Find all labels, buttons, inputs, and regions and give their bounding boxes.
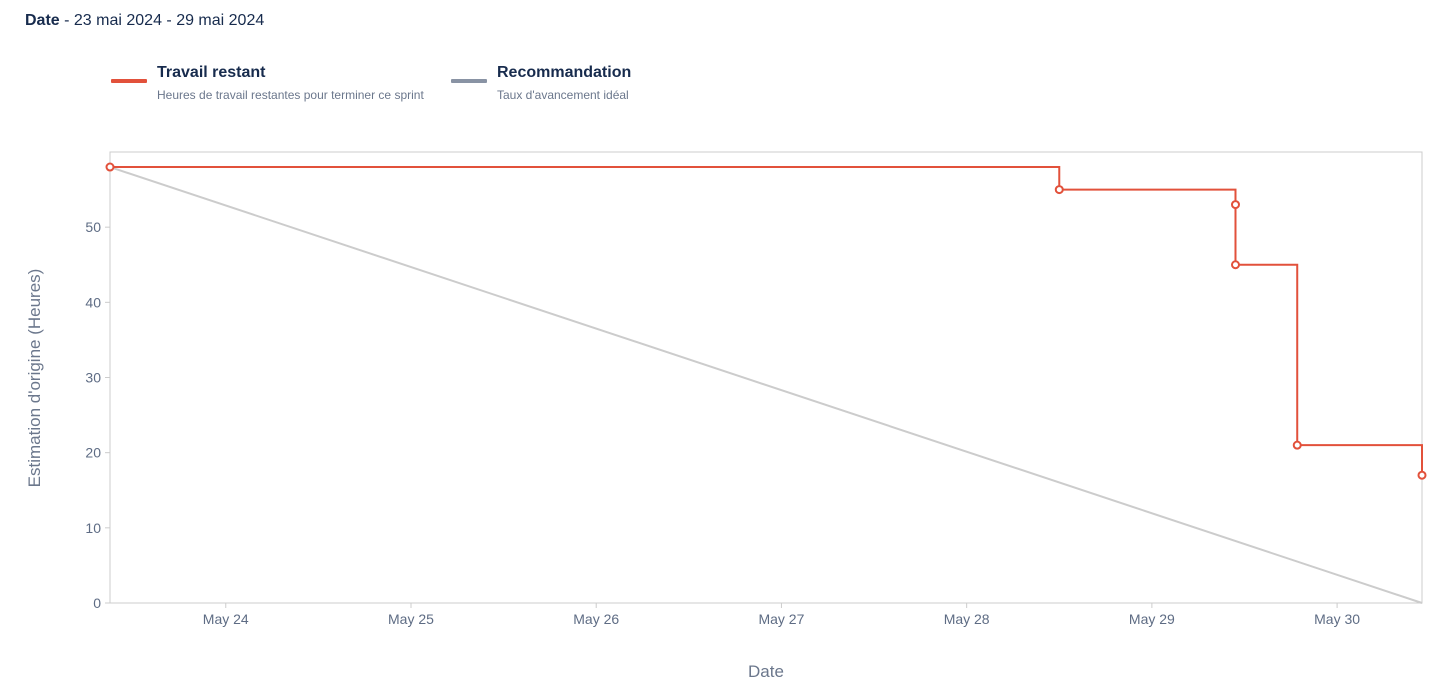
- sprint-date-range: Date - 23 mai 2024 - 29 mai 2024: [25, 12, 264, 30]
- y-tick-label: 0: [93, 595, 101, 611]
- x-tick-label: May 28: [944, 611, 990, 627]
- x-tick-label: May 25: [388, 611, 434, 627]
- x-tick-label: May 24: [203, 611, 249, 627]
- legend-swatch-guideline: [451, 79, 487, 83]
- date-label: Date: [25, 12, 60, 29]
- data-point[interactable]: [1292, 440, 1302, 450]
- data-point[interactable]: [1230, 200, 1240, 210]
- data-point[interactable]: [105, 162, 115, 172]
- x-tick-label: May 26: [573, 611, 619, 627]
- series-line-recommandation: [109, 166, 1423, 604]
- y-tick-label: 30: [85, 370, 101, 386]
- x-tick-label: May 29: [1129, 611, 1175, 627]
- series-layer: [105, 162, 1427, 604]
- plot-area-border: [109, 151, 1423, 604]
- data-point[interactable]: [1417, 470, 1427, 480]
- date-range-value: - 23 mai 2024 - 29 mai 2024: [59, 12, 265, 29]
- y-axis-title: Estimation d'origine (Heures): [25, 269, 44, 488]
- legend-swatch-remaining-work: [111, 79, 147, 83]
- y-tick-label: 50: [85, 219, 101, 235]
- x-tick-label: May 27: [758, 611, 804, 627]
- y-tick-label: 10: [85, 520, 101, 536]
- y-tick-label: 40: [85, 294, 101, 310]
- y-tick-label: 20: [85, 445, 101, 461]
- data-point[interactable]: [1230, 260, 1240, 270]
- legend-title-remaining-work: Travail restant: [157, 64, 266, 81]
- x-tick-label: May 30: [1314, 611, 1360, 627]
- x-axis: May 24 May 25 May 26 May 27 May 28 May 29 May …: [203, 603, 1360, 627]
- series-line-travail-restant: [110, 166, 1423, 476]
- y-axis: 0 10 20 30 40 50: [85, 219, 110, 611]
- data-point[interactable]: [1054, 185, 1064, 195]
- legend-title-guideline: Recommandation: [497, 64, 632, 81]
- legend-desc-guideline: Taux d'avancement idéal: [497, 88, 629, 102]
- legend-desc-remaining-work: Heures de travail restantes pour termine…: [157, 88, 424, 102]
- x-axis-title: Date: [748, 662, 784, 681]
